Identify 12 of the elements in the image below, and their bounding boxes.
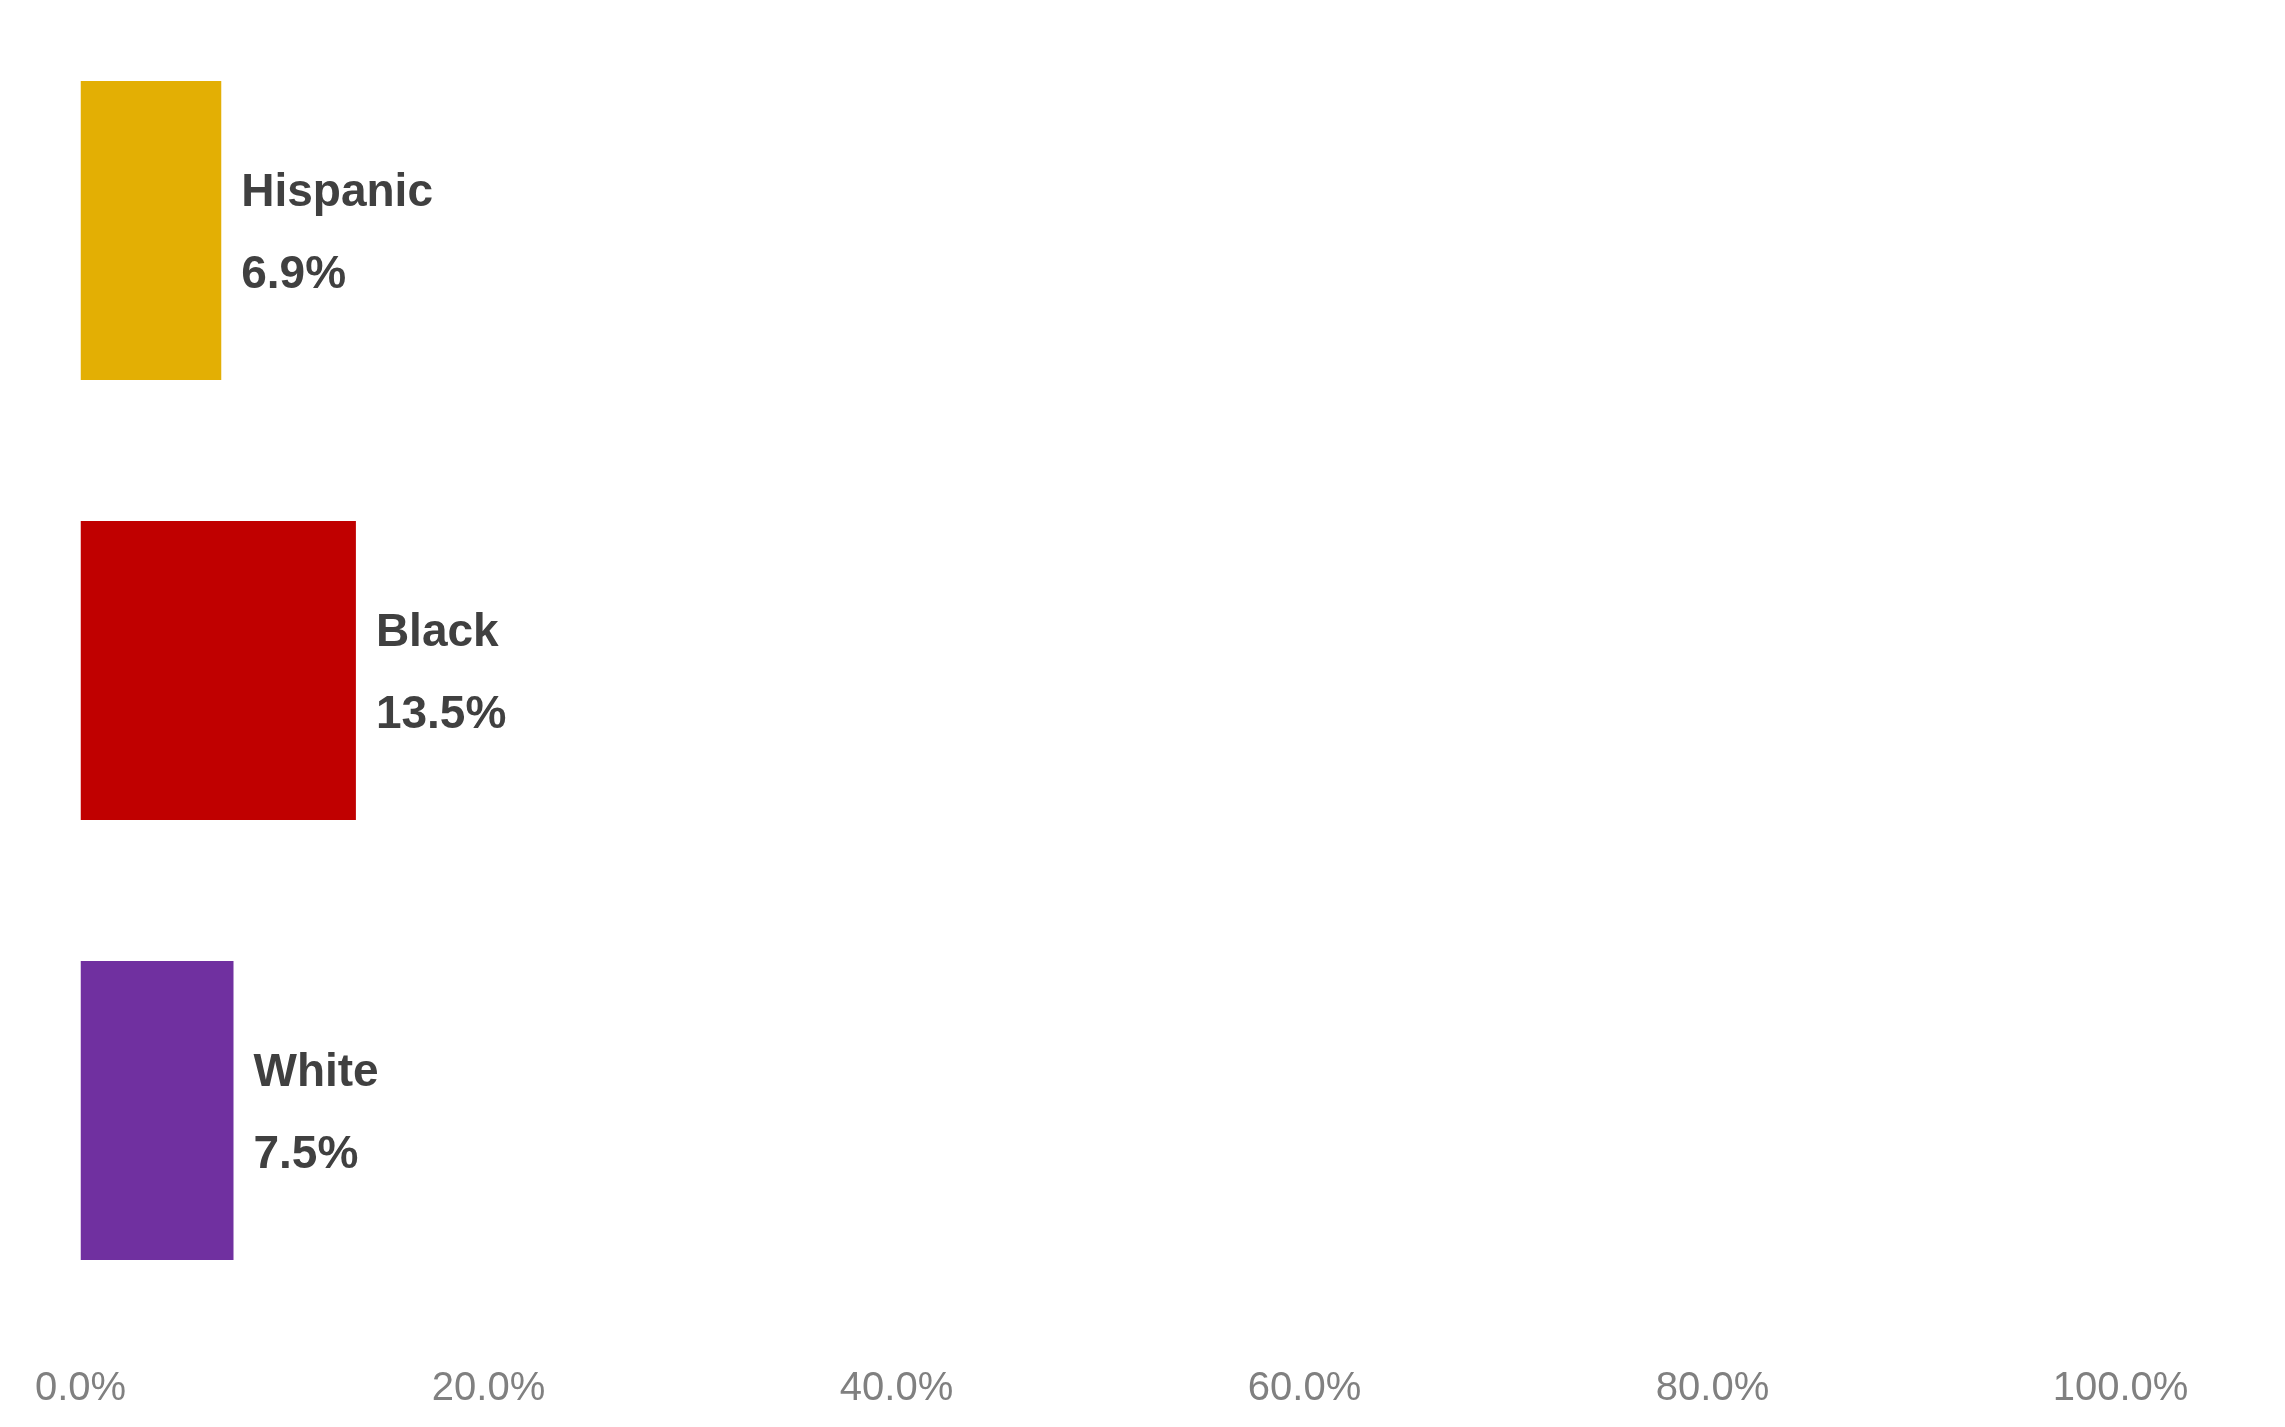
x-tick-label: 40.0% xyxy=(839,1363,954,1408)
y-tick-label: White xyxy=(253,1043,379,1096)
data-label: 6.9% xyxy=(241,245,347,298)
x-tick-label: 100.0% xyxy=(2052,1363,2189,1408)
data-label: 13.5% xyxy=(375,685,507,738)
data-label: 7.5% xyxy=(253,1125,359,1178)
x-tick-label: 80.0% xyxy=(1655,1363,1770,1408)
y-tick-label: Hispanic xyxy=(241,163,433,216)
x-tick-label: 60.0% xyxy=(1247,1363,1362,1408)
x-tick-label: 20.0% xyxy=(431,1363,546,1408)
y-tick-label: Black xyxy=(375,603,500,656)
x-tick-label: 0.0% xyxy=(34,1363,127,1408)
